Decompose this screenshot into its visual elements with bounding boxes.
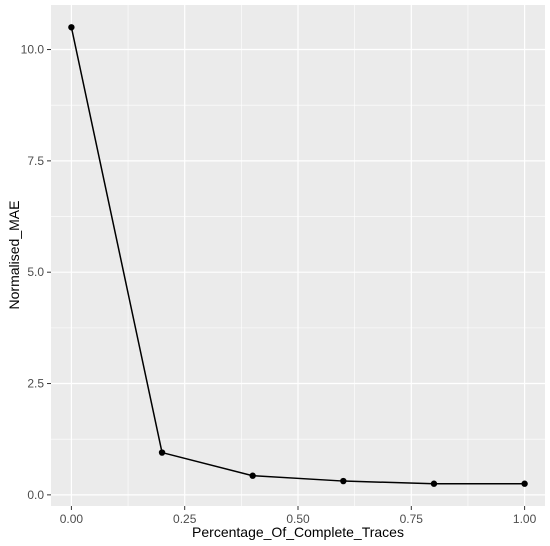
data-point xyxy=(340,477,347,485)
y-tick-label: 10.0 xyxy=(21,43,45,57)
y-tick-label: 5.0 xyxy=(27,265,44,279)
y-axis-ticks: 0.0 2.5 5.0 7.5 10.0 xyxy=(21,43,51,502)
data-point xyxy=(158,449,166,456)
y-tick-label: 7.5 xyxy=(27,154,44,168)
major-gridlines xyxy=(51,5,545,506)
x-axis-ticks: 0.00 0.25 0.50 0.75 1.00 xyxy=(60,506,537,526)
x-tick-label: 0.50 xyxy=(286,512,310,526)
y-tick-label: 2.5 xyxy=(27,377,44,391)
data-point xyxy=(521,480,528,487)
data-point xyxy=(68,24,75,31)
y-tick-label: 0.0 xyxy=(27,488,44,502)
x-tick-label: 0.75 xyxy=(400,512,424,526)
x-axis-title: Percentage_Of_Complete_Traces xyxy=(192,524,404,540)
data-point xyxy=(430,480,438,487)
x-tick-label: 0.00 xyxy=(60,512,84,526)
x-tick-label: 1.00 xyxy=(513,512,537,526)
y-axis-title: Normalised_MAE xyxy=(6,201,22,310)
data-point xyxy=(249,472,256,479)
series-layer xyxy=(68,24,528,487)
series-line xyxy=(70,27,525,485)
x-tick-label: 0.25 xyxy=(173,512,197,526)
